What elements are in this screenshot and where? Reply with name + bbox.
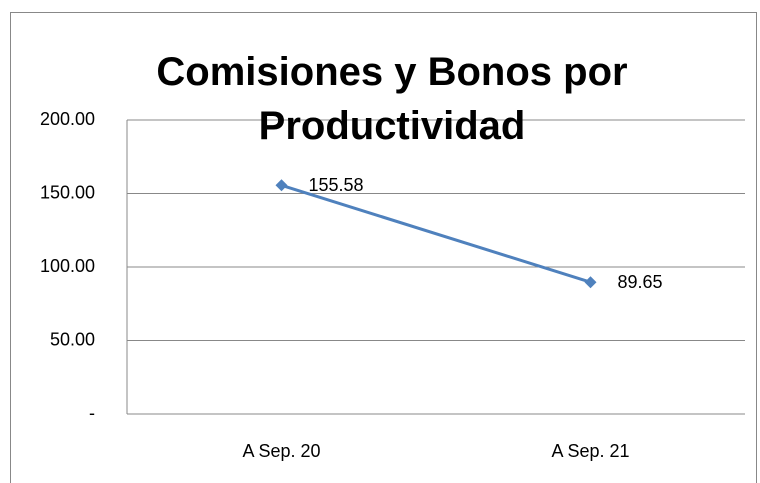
data-point: [584, 276, 597, 289]
y-tick-label: 200.00: [40, 109, 95, 129]
data-point: [275, 179, 288, 192]
data-label: 155.58: [309, 175, 364, 195]
y-tick-label: 50.00: [50, 329, 95, 349]
chart-title: Comisiones y Bonos por Productividad: [156, 50, 628, 148]
data-label: 89.65: [618, 272, 663, 292]
x-tick-label: A Sep. 20: [242, 441, 320, 461]
y-tick-label: 100.00: [40, 256, 95, 276]
series-line: [281, 183, 591, 284]
y-tick-label: -: [89, 403, 95, 423]
x-tick-label: A Sep. 21: [551, 441, 629, 461]
chart-border: [10, 12, 757, 483]
y-tick-label: 150.00: [40, 182, 95, 202]
